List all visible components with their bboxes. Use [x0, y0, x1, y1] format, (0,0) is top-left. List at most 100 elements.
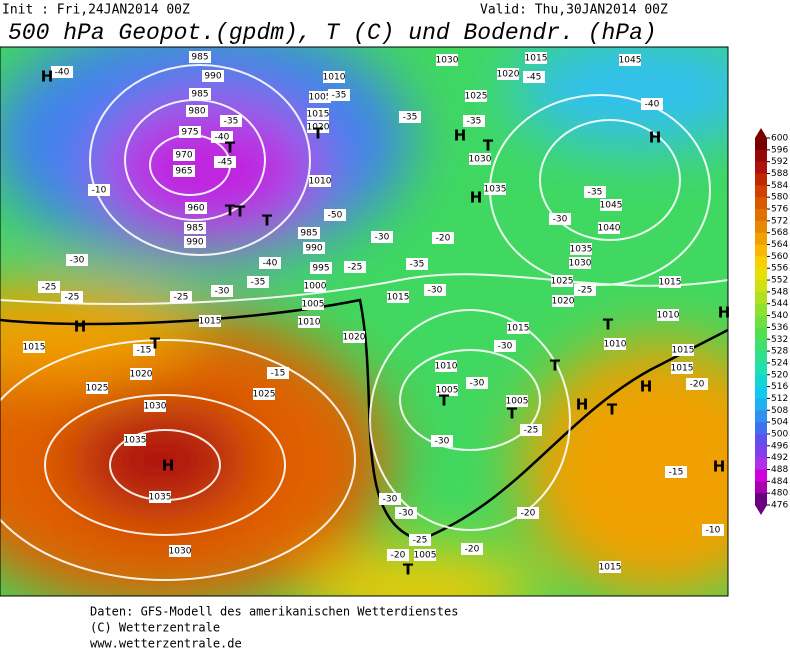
colorbar-label: 520 [771, 370, 788, 380]
contour-label: 1005 [302, 300, 325, 310]
colorbar-band [755, 197, 767, 210]
contour-label: -30 [399, 509, 414, 519]
colorbar-band [755, 457, 767, 470]
contour-label: 1015 [659, 278, 682, 288]
contour-label: -30 [553, 215, 568, 225]
contour-label: 1035 [149, 493, 172, 503]
label-box [387, 291, 409, 303]
colorbar-band [755, 232, 767, 246]
colorbar-label: 484 [771, 477, 788, 487]
colorbar-label: 500 [771, 429, 788, 439]
pressure-center: H [640, 378, 653, 396]
contour-label: 1025 [86, 384, 109, 394]
label-box [173, 149, 195, 161]
contour-label: -25 [348, 263, 363, 273]
label-box [202, 70, 224, 82]
colorbar-label: 584 [771, 181, 788, 191]
colorbar-band [755, 410, 767, 423]
colorbar-band [755, 362, 767, 376]
label-box [51, 66, 73, 78]
pressure-center: H [713, 458, 726, 476]
pressure-center: T [235, 203, 246, 221]
label-box [465, 90, 487, 102]
label-box [66, 254, 88, 266]
label-box [598, 222, 620, 234]
pressure-center: T [262, 212, 273, 230]
colorbar-label: 556 [771, 264, 788, 274]
label-box [179, 126, 201, 138]
label-box [214, 156, 236, 168]
contour-label: 990 [186, 238, 203, 248]
label-box [523, 71, 545, 83]
label-box [600, 199, 622, 211]
label-box [309, 91, 331, 103]
colorbar-label: 536 [771, 323, 788, 333]
contour-label: -25 [578, 286, 593, 296]
label-box [469, 153, 491, 165]
colorbar-label: 576 [771, 205, 788, 215]
colorbar-band [755, 291, 767, 305]
contour-label: 1015 [387, 293, 410, 303]
label-box [310, 262, 332, 274]
colorbar-label: 552 [771, 276, 788, 286]
label-box [584, 186, 606, 198]
colorbar-label: 504 [771, 418, 788, 428]
pressure-center: H [470, 189, 483, 207]
contour-label: 1015 [507, 324, 530, 334]
contour-label: 975 [181, 128, 198, 138]
contour-label: 990 [204, 72, 221, 82]
label-box [686, 378, 708, 390]
colorbar-bottom [755, 505, 767, 515]
colorbar-label: 508 [771, 406, 788, 416]
pressure-center: H [162, 457, 175, 475]
contour-label: 1010 [309, 177, 332, 187]
contour-label: 1025 [551, 277, 574, 287]
contour-label: 985 [300, 229, 317, 239]
label-box [324, 209, 346, 221]
pressure-center: H [74, 318, 87, 336]
contour-label: 1000 [304, 282, 327, 292]
label-box [189, 88, 211, 100]
contour-label: -30 [375, 233, 390, 243]
colorbar-band [755, 220, 767, 234]
colorbar-label: 540 [771, 311, 788, 321]
pressure-center: H [454, 127, 467, 145]
contour-label: 990 [305, 244, 322, 254]
colorbar-label: 600 [771, 134, 788, 144]
label-box [436, 384, 458, 396]
contour-label: -35 [224, 117, 239, 127]
label-box [665, 466, 687, 478]
contour-label: -25 [524, 426, 539, 436]
label-box [431, 435, 453, 447]
label-box [304, 280, 326, 292]
colorbar-band [755, 422, 767, 435]
label-box [494, 340, 516, 352]
valid-time: Valid: Thu,30JAN2014 00Z [480, 3, 668, 18]
contour-label: 1010 [323, 73, 346, 83]
label-box [211, 131, 233, 143]
contour-label: 1010 [657, 311, 680, 321]
footer-line: www.wetterzentrale.de [90, 637, 242, 648]
label-box [507, 322, 529, 334]
contour-label: -30 [435, 437, 450, 447]
contour-label: 1035 [124, 436, 147, 446]
label-box [309, 175, 331, 187]
label-box [395, 507, 417, 519]
contour-label: 1015 [599, 563, 622, 573]
label-box [506, 395, 528, 407]
label-box [186, 105, 208, 117]
label-box [599, 561, 621, 573]
pressure-center: H [41, 68, 54, 86]
pressure-center: T [403, 561, 414, 579]
pressure-center: T [313, 125, 324, 143]
label-box [298, 316, 320, 328]
colorbar-band [755, 268, 767, 281]
pressure-center: T [607, 401, 618, 419]
label-box [38, 281, 60, 293]
colorbar-label: 488 [771, 465, 788, 475]
contour-label: 1015 [307, 110, 330, 120]
colorbar-band [755, 256, 767, 269]
label-box [552, 295, 574, 307]
contour-label: 1030 [436, 56, 459, 66]
